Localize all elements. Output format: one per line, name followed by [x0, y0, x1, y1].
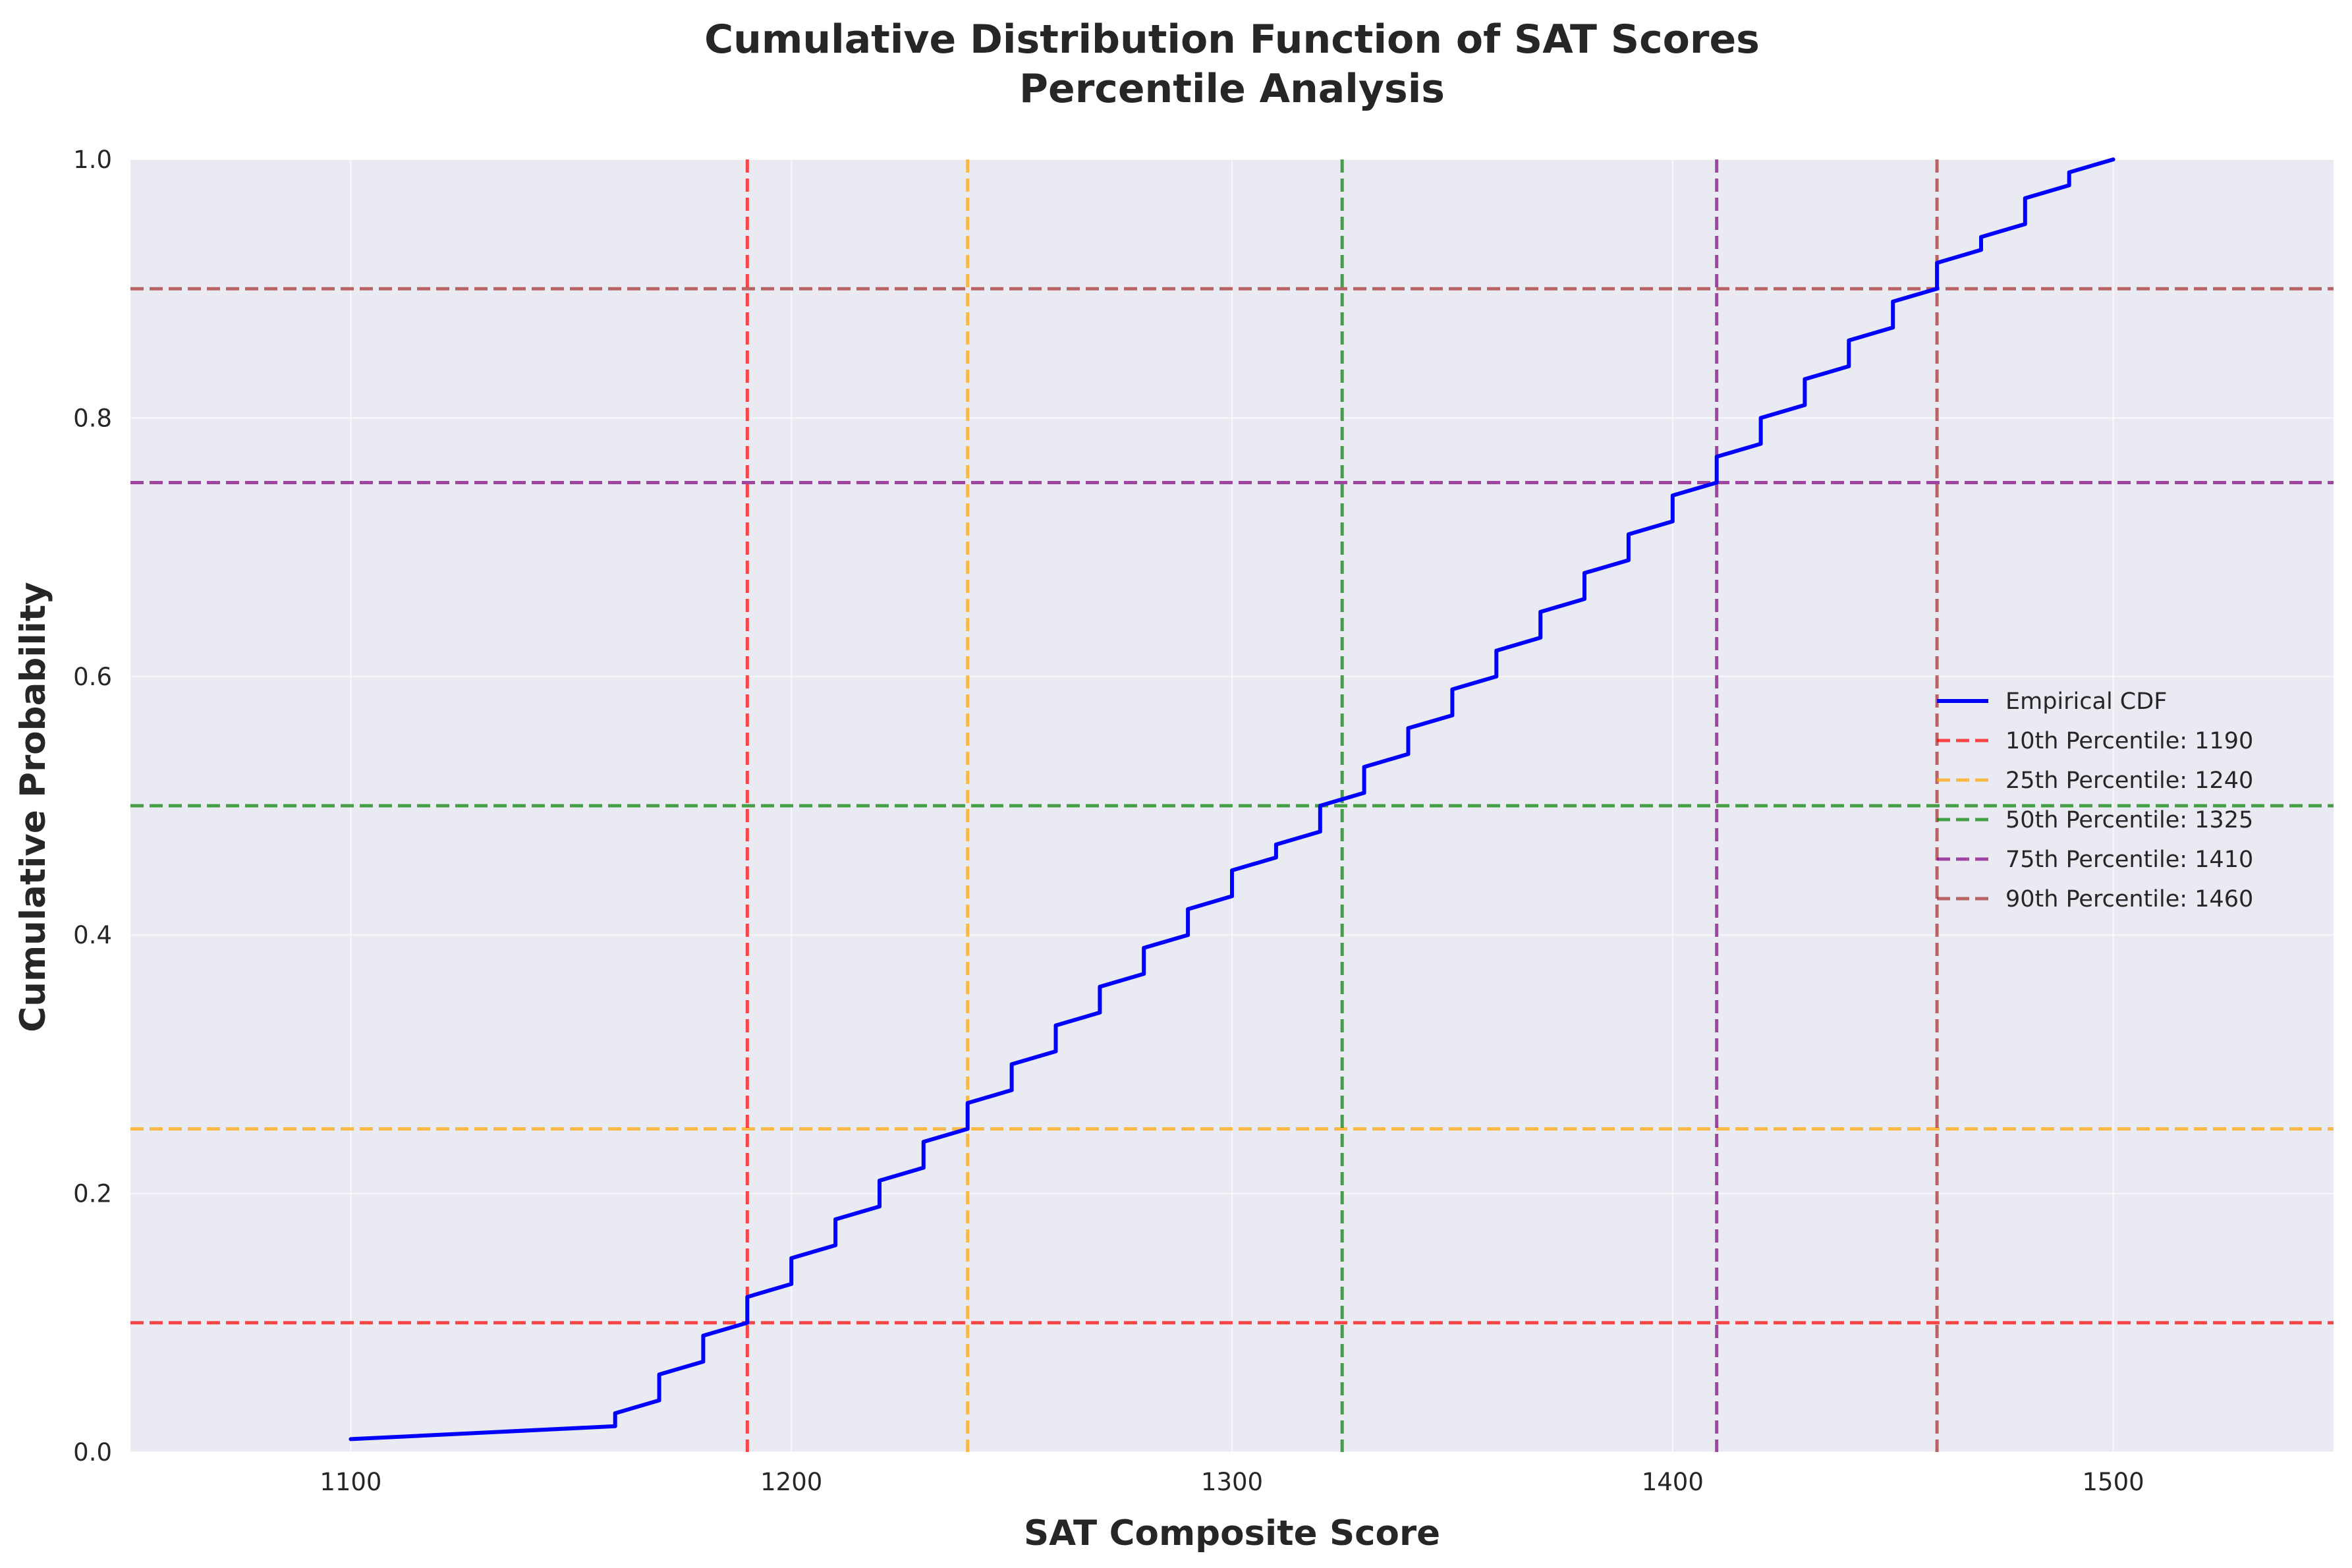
series-layer: [349, 157, 2115, 1442]
percentile-horizontal-lines: [130, 287, 2334, 1325]
legend-label-0: Empirical CDF: [2005, 688, 2167, 715]
y-tick-label: 0.2: [73, 1180, 112, 1208]
x-tick-label: 1300: [1201, 1468, 1263, 1496]
y-tick-label: 1.0: [73, 146, 112, 174]
y-axis-label: Cumulative Probability: [13, 582, 53, 1032]
x-axis-ticks: 1100 1200 1300 1400 1500: [320, 1468, 2144, 1496]
x-tick-label: 1400: [1642, 1468, 1704, 1496]
legend-label-1: 10th Percentile: 1190: [2005, 728, 2253, 754]
percentile-vertical-lines: [745, 159, 1939, 1452]
legend-label-4: 75th Percentile: 1410: [2005, 847, 2253, 873]
legend-label-3: 50th Percentile: 1325: [2005, 807, 2253, 833]
y-tick-label: 0.4: [73, 921, 112, 949]
legend: Empirical CDF 10th Percentile: 1190 25th P…: [1937, 688, 2253, 912]
chart-subtitle: Percentile Analysis: [1019, 66, 1445, 112]
x-axis-label: SAT Composite Score: [1024, 1513, 1440, 1554]
x-tick-label: 1200: [760, 1468, 822, 1496]
series-line-0: [349, 157, 2115, 1442]
legend-label-2: 25th Percentile: 1240: [2005, 768, 2253, 794]
x-tick-label: 1100: [320, 1468, 381, 1496]
x-tick-label: 1500: [2083, 1468, 2144, 1496]
chart-title: Cumulative Distribution Function of SAT …: [704, 16, 1760, 63]
legend-label-5: 90th Percentile: 1460: [2005, 886, 2253, 912]
y-tick-label: 0.6: [73, 663, 112, 691]
y-tick-label: 0.8: [73, 404, 112, 432]
y-axis-ticks: 0.0 0.2 0.4 0.6 0.8 1.0: [73, 146, 112, 1467]
y-tick-label: 0.0: [73, 1438, 112, 1467]
